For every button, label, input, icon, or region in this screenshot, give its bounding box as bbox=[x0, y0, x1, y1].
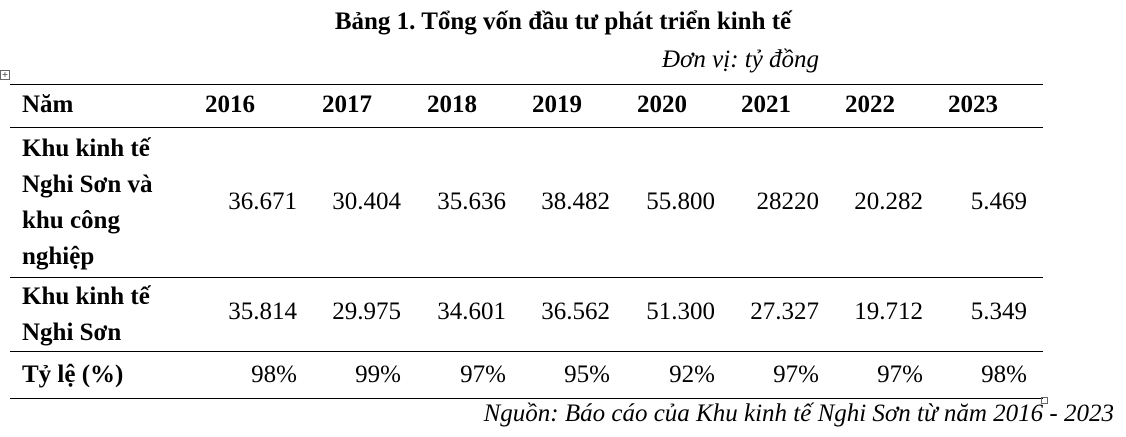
row-label-line: Nghi Sơn bbox=[22, 319, 122, 346]
header-label: Năm bbox=[22, 91, 74, 118]
header-year: 2022 bbox=[845, 91, 895, 118]
row-label-line: Khu kinh tế bbox=[22, 283, 150, 310]
source-note: Nguồn: Báo cáo của Khu kinh tế Nghi Sơn … bbox=[483, 400, 1114, 427]
table-cell: 36.562 bbox=[541, 298, 610, 325]
row-label-line: Tỷ lệ (%) bbox=[22, 361, 124, 388]
table-move-handle-icon[interactable]: + bbox=[0, 70, 10, 80]
table-cell: 51.300 bbox=[646, 298, 715, 325]
table-title: Bảng 1. Tổng vốn đầu tư phát triển kinh … bbox=[334, 8, 792, 35]
row-label-line: nghiệp bbox=[22, 243, 95, 270]
table-cell: 99% bbox=[355, 361, 401, 388]
table-cell: 30.404 bbox=[332, 188, 401, 215]
header-year: 2021 bbox=[741, 91, 791, 118]
table-cell: 29.975 bbox=[332, 298, 401, 325]
table-cell: 97% bbox=[877, 361, 923, 388]
table-rule-top bbox=[10, 84, 1043, 85]
table-cell: 35.814 bbox=[228, 298, 297, 325]
table-cell: 19.712 bbox=[854, 298, 923, 325]
table-rule-header bbox=[10, 127, 1043, 128]
header-year: 2023 bbox=[948, 91, 998, 118]
table-cell: 36.671 bbox=[228, 188, 297, 215]
table-rule-row1 bbox=[10, 277, 1043, 278]
table-cell: 97% bbox=[773, 361, 819, 388]
row-label-line: Khu kinh tế bbox=[22, 135, 150, 162]
unit-note: Đơn vị: tỷ đồng bbox=[662, 46, 820, 73]
table-cell: 92% bbox=[669, 361, 715, 388]
table-cell: 98% bbox=[981, 361, 1027, 388]
table-cell: 5.469 bbox=[970, 188, 1027, 215]
table-cell: 5.349 bbox=[970, 298, 1027, 325]
header-year: 2016 bbox=[205, 91, 255, 118]
table-cell: 35.636 bbox=[437, 188, 506, 215]
row-label-line: Nghi Sơn và bbox=[22, 171, 153, 198]
table-cell: 95% bbox=[564, 361, 610, 388]
header-year: 2020 bbox=[637, 91, 687, 118]
header-year: 2018 bbox=[427, 91, 477, 118]
table-cell: 55.800 bbox=[646, 188, 715, 215]
table-cell: 20.282 bbox=[854, 188, 923, 215]
header-year: 2017 bbox=[322, 91, 372, 118]
row-label: Tỷ lệ (%) bbox=[22, 357, 123, 393]
table-cell: 97% bbox=[460, 361, 506, 388]
row-label: Khu kinh tế Nghi Sơn bbox=[22, 279, 150, 351]
row-label-line: khu công bbox=[22, 207, 120, 234]
table-cell: 28220 bbox=[756, 188, 820, 215]
table-cell: 38.482 bbox=[541, 188, 610, 215]
table-rule-row2 bbox=[10, 351, 1043, 352]
header-year: 2019 bbox=[532, 91, 582, 118]
table-cell: 34.601 bbox=[437, 298, 506, 325]
row-label: Khu kinh tế Nghi Sơn và khu công nghiệp bbox=[22, 131, 153, 275]
table-end-mark-icon bbox=[1041, 397, 1048, 404]
table-rule-bottom bbox=[10, 398, 1043, 399]
table-cell: 27.327 bbox=[750, 298, 819, 325]
table-cell: 98% bbox=[251, 361, 297, 388]
